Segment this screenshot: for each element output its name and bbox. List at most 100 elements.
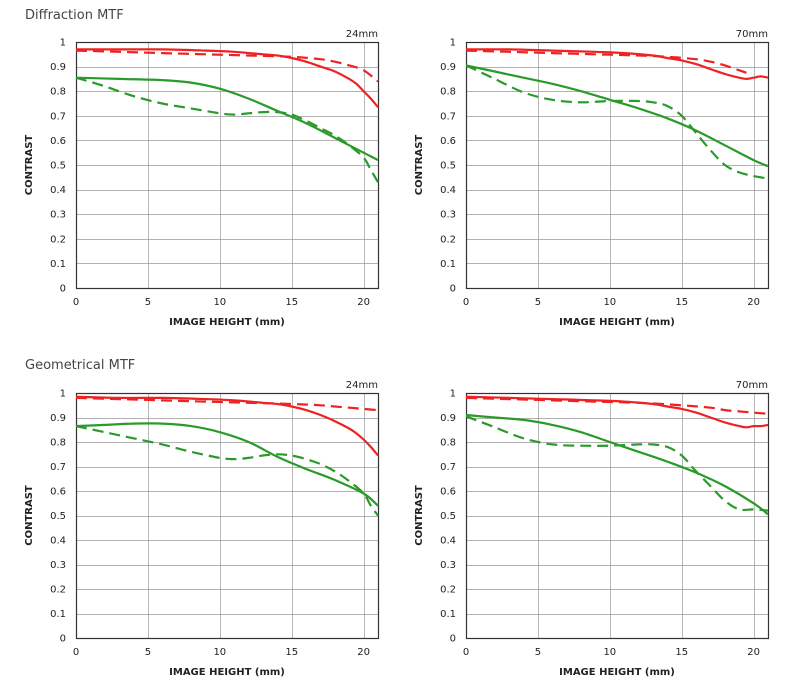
plot-frame (75, 41, 380, 290)
mtf-line-red-solid (466, 395, 769, 429)
y-tick-label: 0.4 (440, 536, 456, 547)
y-tick-label: 0.4 (50, 185, 66, 196)
y-tick-label: 0.5 (50, 511, 66, 522)
x-tick-label: 20 (747, 297, 760, 308)
y-tick-label: 0.2 (50, 234, 66, 245)
y-axis-label: CONTRAST (24, 485, 35, 546)
y-tick-label: 0.9 (50, 413, 66, 424)
y-tick-label: 0.3 (440, 210, 456, 221)
y-tick-label: 0 (450, 634, 456, 645)
y-tick-label: 0.6 (440, 136, 456, 147)
plot-frame (75, 392, 380, 640)
y-tick-label: 0.7 (440, 111, 456, 122)
y-tick-label: 0.5 (440, 511, 456, 522)
x-tick-label: 15 (285, 297, 298, 308)
y-tick-label: 1 (60, 389, 66, 400)
x-tick-label: 0 (463, 297, 469, 308)
plot-frame (465, 392, 770, 640)
y-tick-label: 1 (450, 389, 456, 400)
y-tick-label: 0.6 (50, 136, 66, 147)
mtf-line-red-solid (76, 395, 379, 457)
focal-length-label: 24mm (346, 380, 378, 391)
mtf-line-red-dashed (76, 49, 379, 83)
mtf-line-green-dashed (76, 425, 379, 517)
focal-length-label: 70mm (736, 380, 768, 391)
y-tick-label: 0.2 (50, 585, 66, 596)
y-tick-label: 0.7 (440, 462, 456, 473)
y-tick-label: 0.8 (50, 87, 66, 98)
mtf-chart-geometrical-70mm: 00.10.20.30.40.50.60.70.80.910 5 10 15 20IMA… (414, 380, 770, 678)
focal-length-label: 70mm (736, 29, 768, 40)
y-axis-label: CONTRAST (24, 135, 35, 196)
y-tick-label: 0.2 (440, 234, 456, 245)
mtf-line-red-dashed (76, 396, 379, 412)
y-tick-label: 1 (60, 38, 66, 49)
x-tick-label: 10 (603, 297, 616, 308)
y-tick-label: 1 (450, 38, 456, 49)
mtf-line-red-dashed (466, 396, 769, 415)
y-tick-label: 0.8 (440, 87, 456, 98)
x-tick-label: 0 (73, 297, 79, 308)
y-tick-label: 0.9 (440, 413, 456, 424)
x-axis-label: IMAGE HEIGHT (mm) (169, 667, 285, 678)
y-tick-label: 0.7 (50, 111, 66, 122)
y-axis-label: CONTRAST (414, 485, 425, 546)
x-axis-label: IMAGE HEIGHT (mm) (559, 317, 675, 328)
y-tick-label: 0.1 (50, 609, 66, 620)
mtf-line-green-solid (466, 413, 769, 516)
y-tick-label: 0.8 (50, 438, 66, 449)
y-tick-label: 0.6 (440, 487, 456, 498)
x-tick-label: 15 (285, 647, 298, 658)
mtf-line-red-dashed (466, 49, 747, 74)
x-tick-label: 15 (675, 297, 688, 308)
mtf-line-green-dashed (466, 415, 769, 512)
y-tick-label: 0.7 (50, 462, 66, 473)
x-axis-label: IMAGE HEIGHT (mm) (559, 667, 675, 678)
mtf-line-green-solid (466, 64, 769, 168)
x-tick-label: 10 (603, 647, 616, 658)
focal-length-label: 24mm (346, 29, 378, 40)
y-tick-label: 0 (60, 634, 66, 645)
y-tick-label: 0.9 (50, 62, 66, 73)
y-tick-label: 0.1 (440, 609, 456, 620)
y-tick-label: 0.8 (440, 438, 456, 449)
mtf-chart-diffraction-24mm: 00.10.20.30.40.50.60.70.80.910 5 10 15 20IMA… (24, 29, 380, 328)
y-tick-label: 0.3 (50, 210, 66, 221)
y-tick-label: 0 (60, 284, 66, 295)
mtf-line-red-solid (76, 48, 379, 108)
plot-frame (465, 41, 770, 290)
section-title-geometrical: Geometrical MTF (25, 358, 136, 373)
y-tick-label: 0.3 (50, 560, 66, 571)
y-tick-label: 0.3 (440, 560, 456, 571)
section-title-diffraction: Diffraction MTF (25, 8, 124, 23)
mtf-chart-geometrical-24mm: 00.10.20.30.40.50.60.70.80.910 5 10 15 20IMA… (24, 380, 380, 678)
y-tick-label: 0.6 (50, 487, 66, 498)
x-tick-label: 5 (535, 647, 541, 658)
x-tick-label: 0 (73, 647, 79, 658)
x-tick-label: 20 (357, 297, 370, 308)
y-tick-label: 0.5 (440, 161, 456, 172)
y-tick-label: 0.5 (50, 161, 66, 172)
x-tick-label: 5 (535, 297, 541, 308)
y-tick-label: 0.4 (440, 185, 456, 196)
mtf-line-green-solid (76, 422, 379, 507)
x-tick-label: 0 (463, 647, 469, 658)
x-tick-label: 10 (213, 647, 226, 658)
y-tick-label: 0.1 (50, 259, 66, 270)
y-axis-label: CONTRAST (414, 135, 425, 196)
x-tick-label: 20 (747, 647, 760, 658)
y-tick-label: 0.1 (440, 259, 456, 270)
x-tick-label: 5 (145, 297, 151, 308)
x-axis-label: IMAGE HEIGHT (mm) (169, 317, 285, 328)
x-tick-label: 5 (145, 647, 151, 658)
x-tick-label: 15 (675, 647, 688, 658)
y-tick-label: 0 (450, 284, 456, 295)
mtf-line-green-solid (76, 76, 379, 162)
mtf-line-green-dashed (76, 76, 379, 183)
mtf-chart-diffraction-70mm: 00.10.20.30.40.50.60.70.80.910 5 10 15 20IMA… (414, 29, 770, 328)
mtf-line-red-solid (466, 48, 769, 80)
x-tick-label: 10 (213, 297, 226, 308)
y-tick-label: 0.9 (440, 62, 456, 73)
mtf-line-green-dashed (466, 64, 769, 180)
